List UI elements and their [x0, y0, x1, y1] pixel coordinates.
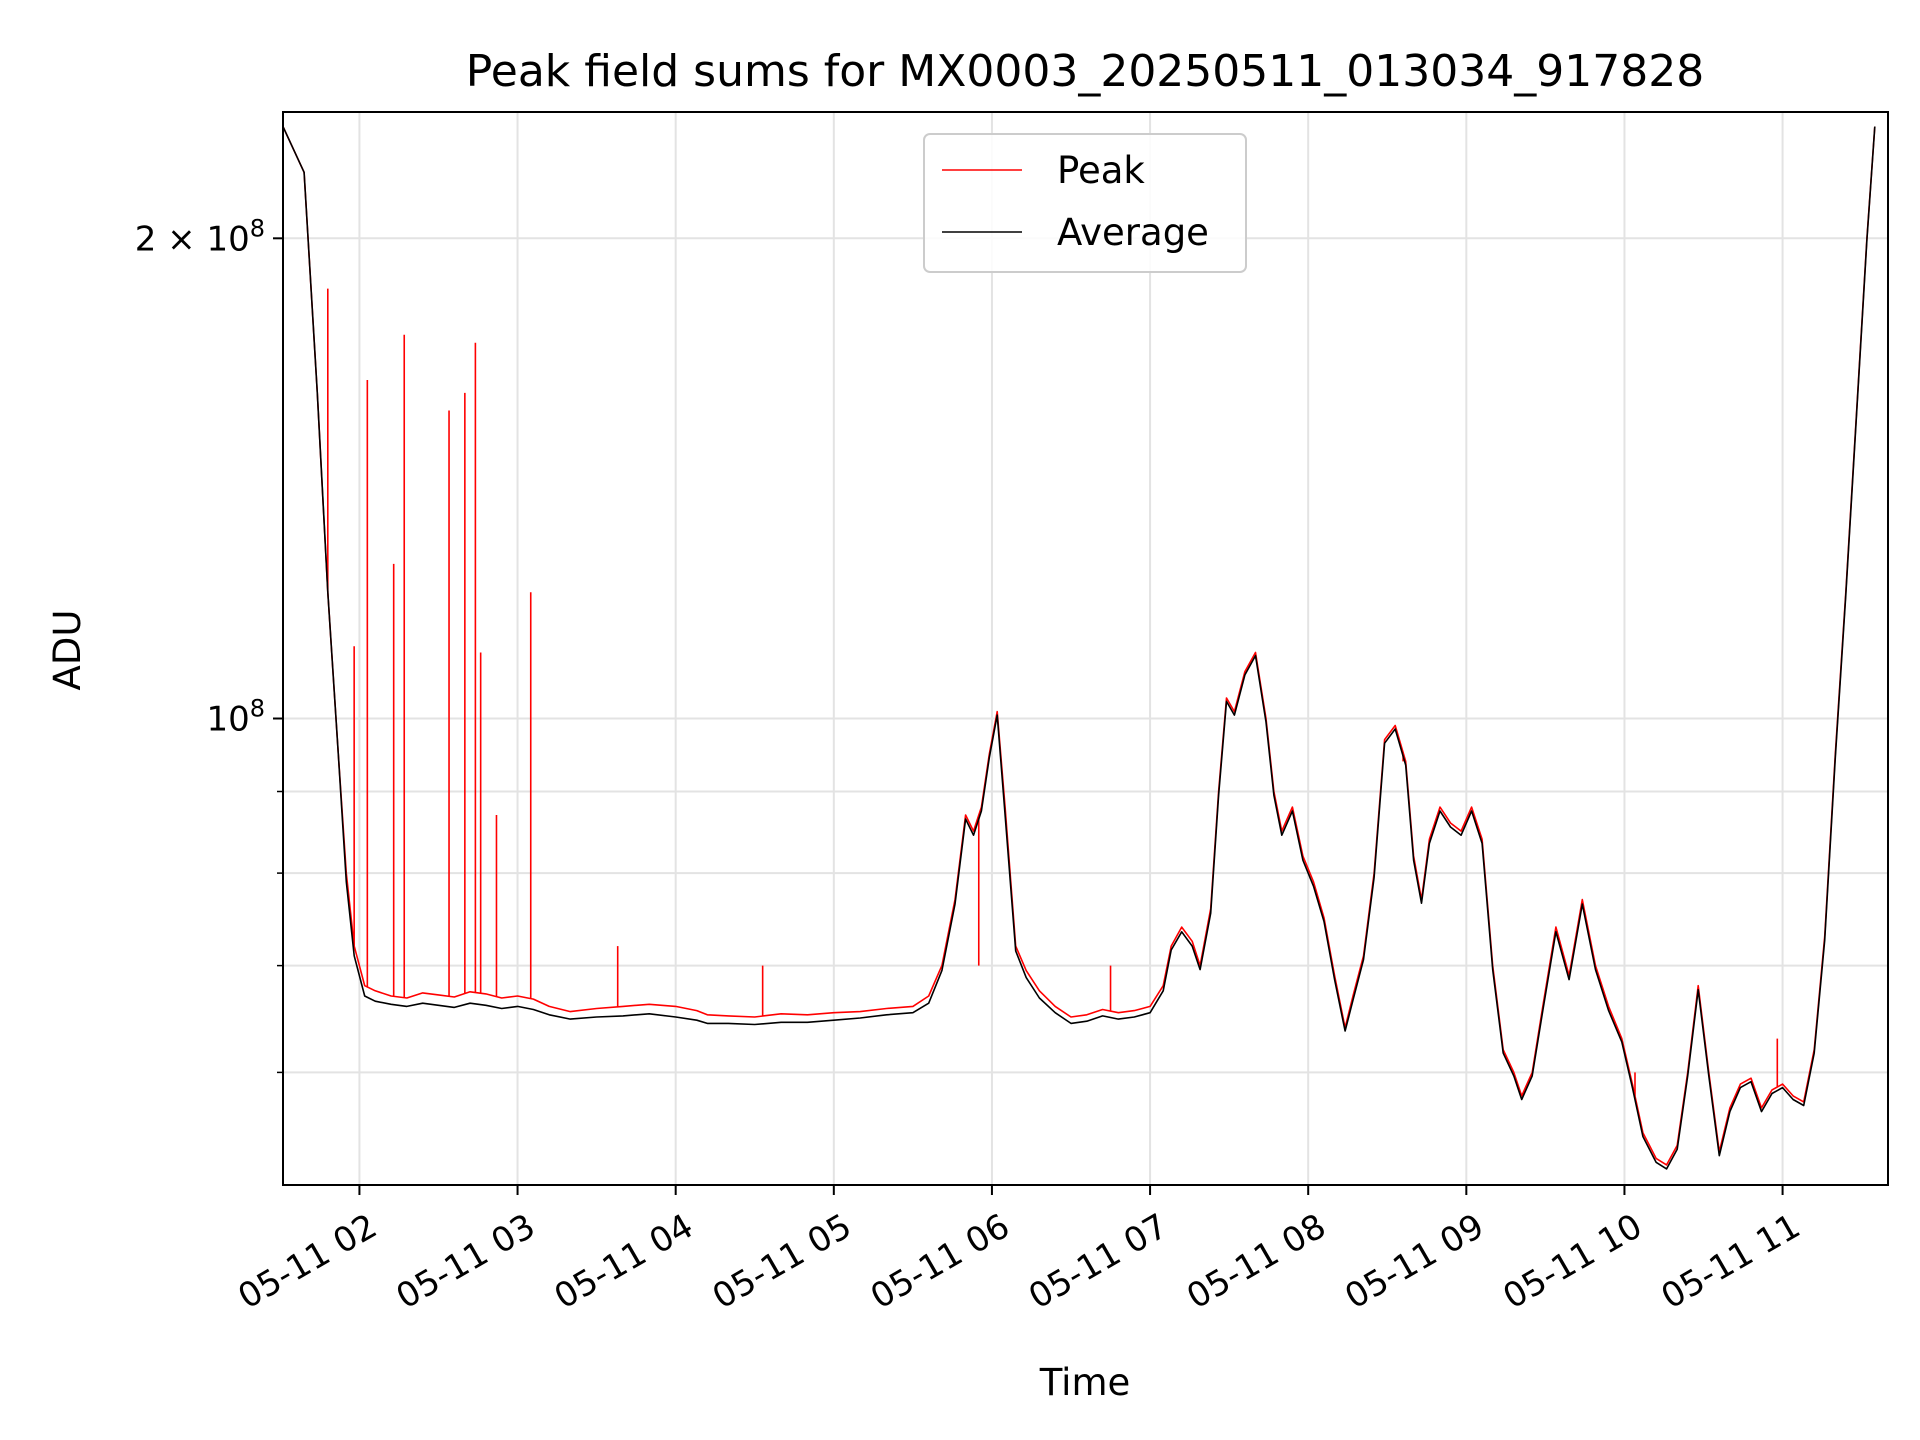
chart-title: Peak field sums for MX0003_20250511_0130… — [466, 46, 1704, 97]
legend-label-average: Average — [1057, 211, 1209, 254]
y-tick-label: 108 — [206, 695, 265, 740]
y-axis-label: ADU — [46, 610, 89, 691]
x-axis-label: Time — [1039, 1361, 1131, 1404]
y-tick-label-base: 2 × 10 — [135, 219, 250, 259]
y-tick-label-exponent: 8 — [250, 214, 265, 242]
legend-box — [923, 133, 1247, 273]
series-line-peak — [283, 126, 1876, 1166]
legend-label-peak: Peak — [1057, 149, 1145, 192]
series-line-average — [283, 126, 1876, 1170]
plot-frame — [282, 111, 1889, 1186]
legend: Peak Average — [923, 133, 1247, 273]
y-tick-label-base: 10 — [206, 700, 249, 740]
grid-layer — [283, 112, 1888, 1185]
y-tick-label: 2 × 108 — [135, 214, 265, 259]
y-tick-label-exponent: 8 — [250, 695, 265, 723]
series-layer — [283, 126, 1876, 1170]
